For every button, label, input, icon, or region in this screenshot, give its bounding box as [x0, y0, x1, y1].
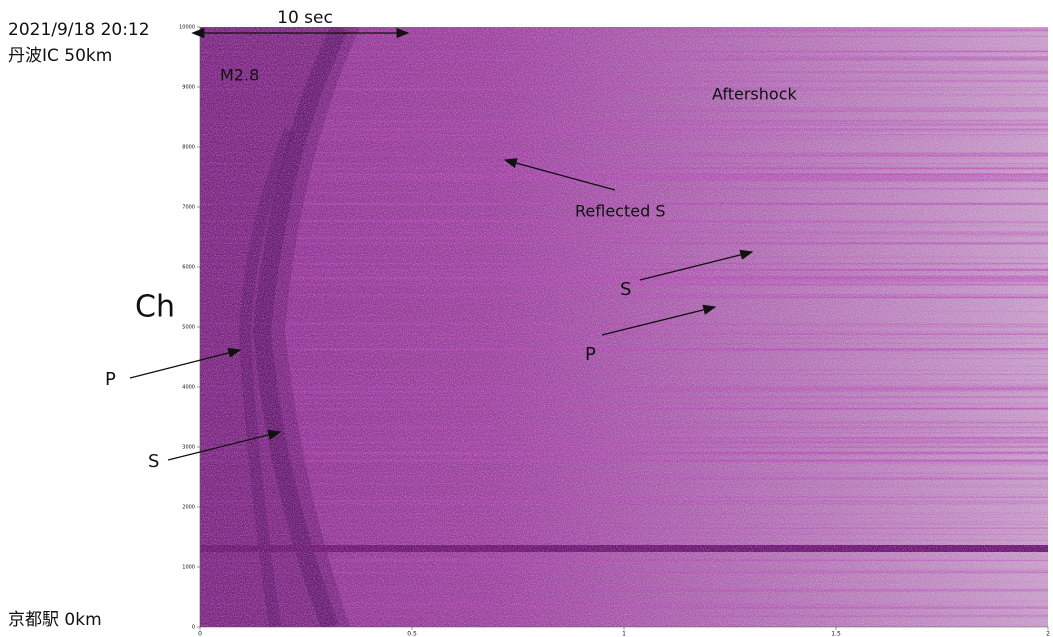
waterfall-image — [200, 27, 1048, 627]
annotation: Ch — [135, 290, 175, 325]
y-tick-label: 4000 — [182, 385, 195, 391]
annotation: S — [148, 451, 159, 472]
y-tick-label: 2000 — [182, 505, 195, 511]
annotation: 丹波IC 50km — [8, 46, 112, 66]
annotation: 京都駅 0km — [8, 610, 102, 630]
y-tick-label: 10000 — [179, 25, 195, 31]
arrows — [129, 27, 754, 461]
x-tick-label: 0 — [198, 631, 202, 637]
y-tick-label: 9000 — [182, 85, 195, 91]
x-tick-label: 1.5 — [831, 631, 841, 637]
annotation: P — [585, 344, 596, 365]
annotation: Reflected S — [575, 202, 665, 221]
y-tick-label: 7000 — [182, 205, 195, 211]
y-tick-label: 8000 — [182, 145, 195, 151]
y-tick-label: 0 — [192, 625, 195, 631]
y-tick-label: 5000 — [182, 325, 195, 331]
annotation: M2.8 — [220, 66, 259, 85]
y-tick-label: 3000 — [182, 445, 195, 451]
annotation: Aftershock — [712, 85, 797, 104]
x-tick-label: 2 — [1046, 631, 1050, 637]
x-tick-label: 1 — [622, 631, 626, 637]
y-tick-label: 1000 — [182, 565, 195, 571]
annotation: 10 sec — [277, 8, 333, 28]
annotation: 2021/9/18 20:12 — [8, 20, 150, 40]
y-tick-label: 6000 — [182, 265, 195, 271]
annotation: P — [105, 369, 116, 390]
annotation: S — [620, 279, 631, 300]
x-tick-label: 0.5 — [407, 631, 417, 637]
